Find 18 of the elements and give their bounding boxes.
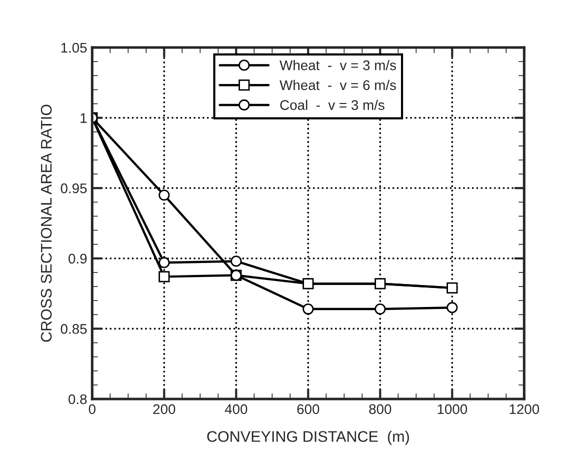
x-tick-label: 1200 [510, 404, 540, 414]
y-tick-label: 0.9 [68, 254, 87, 264]
x-tick-label: 600 [297, 404, 320, 414]
x-axis-title: CONVEYING DISTANCE (m) [207, 430, 409, 445]
x-tick-label: 400 [224, 404, 248, 414]
y-axis-title: CROSS SECTIONAL AREA RATIO [40, 104, 52, 342]
x-tick-label: 1000 [438, 404, 468, 414]
legend-label: Coal - v = 3 m/s [280, 100, 384, 110]
y-tick-label: 1 [80, 113, 87, 123]
legend-label: Wheat - v = 3 m/s [280, 60, 396, 70]
y-tick-label: 1.05 [61, 42, 87, 53]
x-tick-label: 0 [88, 404, 96, 414]
y-tick-label: 0.95 [60, 183, 87, 194]
y-tick-label: 0.8 [68, 394, 87, 404]
x-tick-label: 200 [153, 404, 176, 414]
x-tick-label: 800 [369, 404, 392, 414]
y-tick-label: 0.85 [60, 324, 87, 334]
legend-label: Wheat - v = 6 m/s [280, 80, 396, 90]
